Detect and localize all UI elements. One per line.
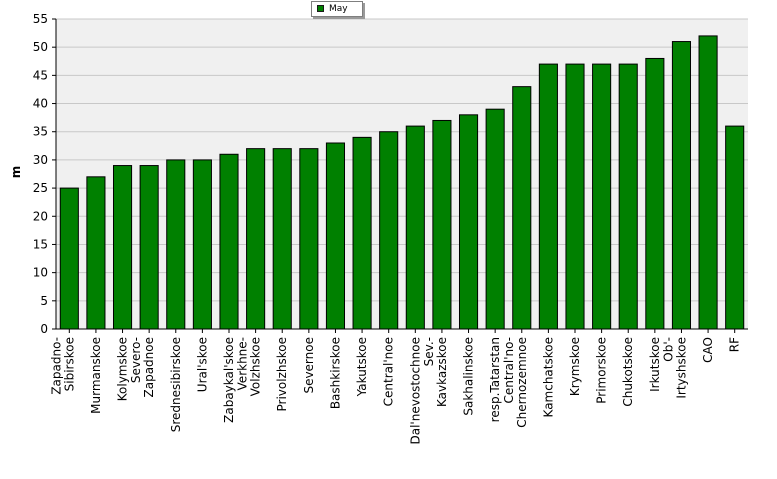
x-tick-label: Privolzhskoe <box>275 337 289 411</box>
x-tick-label: Krymskoe <box>568 337 582 396</box>
y-axis-label: m <box>9 166 23 179</box>
bar <box>246 148 266 330</box>
x-tick-label: Severo-Zapadnoe <box>129 337 156 398</box>
x-tick-label: CAO <box>701 337 715 363</box>
x-tick-label: Zapadno-Sibirskoe <box>49 337 76 395</box>
y-tick-label: 0 <box>40 322 48 336</box>
bar <box>379 131 399 330</box>
x-tick-label: Murmanskoe <box>89 337 103 414</box>
bar <box>538 63 558 330</box>
bar <box>299 148 319 330</box>
x-tick-label: Bashkirskoe <box>328 337 342 409</box>
bar <box>485 108 505 330</box>
y-tick-label: 40 <box>33 97 48 111</box>
bar <box>166 159 186 330</box>
y-tick-label: 45 <box>33 68 48 82</box>
x-tick-label: Yakutskoe <box>355 337 369 397</box>
x-tick-labels: Zapadno-Sibirskoe Murmanskoe Kolymskoe Seve… <box>49 329 742 445</box>
bar <box>592 63 612 330</box>
x-tick-label: RF <box>728 337 742 352</box>
x-tick-label: Zabaykal'skoe <box>222 337 236 423</box>
bar <box>325 142 346 330</box>
bar <box>219 153 239 330</box>
y-tick-label: 30 <box>33 153 48 167</box>
y-tick-label: 10 <box>33 266 48 280</box>
bar <box>458 114 479 330</box>
y-tick-label: 55 <box>33 12 48 26</box>
x-tick-label: Sakhalinskoe <box>462 337 476 416</box>
x-tick-label: Primorskoe <box>595 337 609 404</box>
x-tick-label: Ural'skoe <box>195 337 209 392</box>
legend-swatch <box>317 5 324 12</box>
y-tick-labels: 0 5 10 15 20 25 30 35 40 45 50 55 <box>33 12 56 336</box>
x-tick-label: Dal'nevostochnoe <box>408 337 422 445</box>
x-tick-label: Kolymskoe <box>116 337 130 401</box>
bar <box>618 63 638 330</box>
y-tick-label: 50 <box>33 40 48 54</box>
bar <box>86 176 106 330</box>
bar <box>725 125 745 330</box>
plot-area <box>56 19 748 329</box>
x-tick-label: Irkutskoe <box>648 337 662 392</box>
bar <box>272 148 292 330</box>
x-tick-label: resp.Tatarstan <box>488 337 502 422</box>
bar <box>565 63 585 330</box>
bar <box>645 57 665 330</box>
bar <box>512 86 532 330</box>
legend-label: May <box>329 4 348 14</box>
y-tick-label: 20 <box>33 209 48 223</box>
x-tick-label: Severnoe <box>302 337 316 394</box>
y-tick-label: 5 <box>40 294 48 308</box>
bar <box>112 165 133 330</box>
y-tick-label: 35 <box>33 125 48 139</box>
bar <box>139 165 159 330</box>
bar <box>352 136 372 330</box>
x-tick-label: Verkhne-Volzhskoe <box>236 337 263 396</box>
axes <box>55 19 748 330</box>
bar <box>698 35 718 330</box>
bar <box>59 187 79 330</box>
x-tick-label: Chukotskoe <box>621 337 635 407</box>
bar <box>192 159 212 330</box>
bar <box>432 119 452 330</box>
bar <box>671 41 692 330</box>
x-tick-label: Sev.-Kavkazskoe <box>422 337 449 407</box>
plot-background <box>56 19 748 329</box>
x-tick-label: Kamchatskoe <box>541 337 555 417</box>
y-tick-label: 25 <box>33 181 48 195</box>
x-tick-label: Srednesibirskoe <box>169 337 183 432</box>
bar <box>405 125 425 330</box>
legend: May <box>311 1 363 17</box>
x-tick-label: Ob'-Irtyshskoe <box>661 337 688 399</box>
y-tick-label: 15 <box>33 237 48 251</box>
x-tick-label: Central'no-Chernozemnoe <box>502 337 529 428</box>
x-tick-label: Central'noe <box>382 337 396 406</box>
